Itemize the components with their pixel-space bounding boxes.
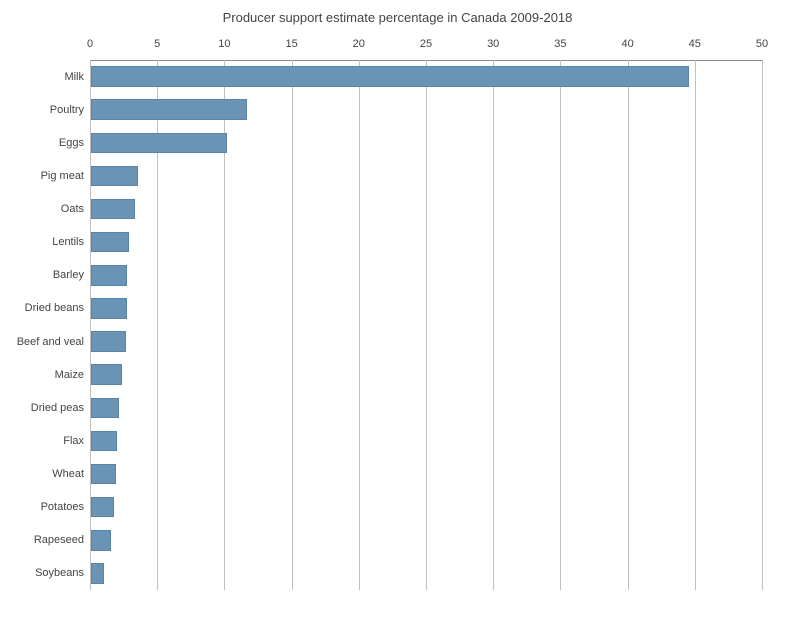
bar [91,66,689,87]
chart-container: Producer support estimate percentage in … [0,0,795,629]
y-tick-label: Lentils [52,236,84,248]
y-tick-label: Milk [64,71,84,83]
x-tick-label: 5 [154,38,160,50]
bar [91,232,129,253]
gridline [695,60,696,590]
y-tick-label: Eggs [59,137,84,149]
x-tick-label: 30 [487,38,499,50]
gridline [493,60,494,590]
x-tick-label: 25 [420,38,432,50]
chart-title: Producer support estimate percentage in … [0,10,795,25]
y-tick-label: Soybeans [35,567,84,579]
bar [91,99,247,120]
gridline [292,60,293,590]
y-tick-label: Pig meat [41,170,84,182]
bar [91,497,114,518]
y-tick-label: Barley [53,269,84,281]
gridline [560,60,561,590]
x-tick-label: 20 [353,38,365,50]
bar [91,199,135,220]
x-tick-label: 50 [756,38,768,50]
bar [91,166,138,187]
y-tick-label: Poultry [50,104,84,116]
bar [91,398,119,419]
x-tick-label: 0 [87,38,93,50]
y-tick-label: Potatoes [41,501,84,513]
gridline [426,60,427,590]
y-tick-label: Rapeseed [34,534,84,546]
gridline [762,60,763,590]
y-tick-label: Maize [55,369,84,381]
gridline [359,60,360,590]
gridline [628,60,629,590]
bar [91,265,127,286]
x-tick-label: 35 [554,38,566,50]
plot-area: 05101520253035404550MilkPoultryEggsPig m… [90,60,762,590]
y-tick-label: Wheat [52,468,84,480]
x-tick-label: 10 [218,38,230,50]
bar [91,133,227,154]
y-tick-label: Dried beans [25,302,84,314]
y-tick-label: Dried peas [31,402,84,414]
bar [91,431,117,452]
y-tick-label: Flax [63,435,84,447]
x-tick-label: 15 [285,38,297,50]
bar [91,331,126,352]
bar [91,530,111,551]
x-tick-label: 40 [621,38,633,50]
y-tick-label: Beef and veal [17,336,84,348]
bar [91,298,127,319]
bar [91,563,104,584]
y-tick-label: Oats [61,203,84,215]
bar [91,364,122,385]
x-tick-label: 45 [689,38,701,50]
bar [91,464,116,485]
